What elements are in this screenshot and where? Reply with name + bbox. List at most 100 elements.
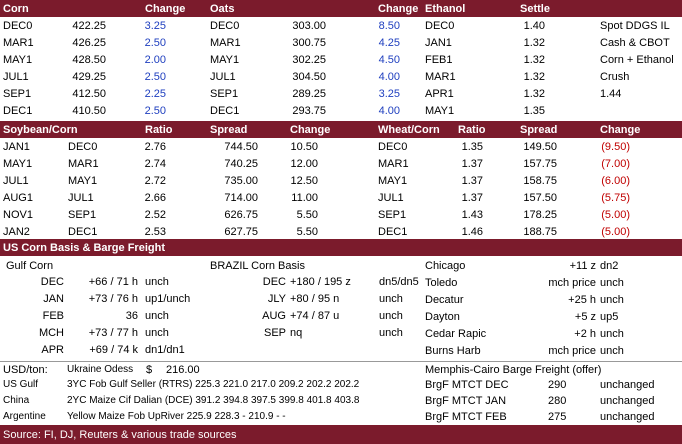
interior-location: Dayton — [425, 311, 460, 323]
interior-change: unch — [600, 277, 624, 289]
s1-cell: 289.25 — [292, 88, 326, 100]
brazil-basis: +80 / 95 n — [290, 293, 340, 305]
gulf-change: unch — [145, 327, 169, 339]
s2-cell: 11.00 — [291, 192, 318, 204]
s1-cell: MAR1 — [210, 37, 241, 49]
s2-cell: MAY1 — [378, 175, 408, 187]
s1-cell: Spot DDGS IL — [600, 20, 670, 32]
s2-cell: 1.37 — [461, 175, 483, 187]
interior-change: dn2 — [600, 260, 619, 272]
s1-cell: DEC1 — [3, 105, 33, 117]
brazil-month: SEP — [263, 327, 286, 339]
memphis-title: Memphis-Cairo Barge Freight (offer) — [425, 364, 602, 376]
s1-cell: 428.50 — [72, 54, 106, 66]
s2-cell: 2.53 — [144, 226, 166, 238]
hdr-settle: Settle — [520, 3, 550, 15]
interior-location: Decatur — [425, 294, 464, 306]
s1-cell: MAY1 — [210, 54, 240, 66]
gulf-basis: +73 / 77 h — [88, 327, 138, 339]
s2-cell: 740.25 — [224, 158, 258, 170]
s1-cell: 1.32 — [523, 88, 545, 100]
s2-cell: (9.50) — [601, 141, 630, 153]
s2-cell: 1.37 — [461, 192, 483, 204]
s2-cell: 1.37 — [461, 158, 483, 170]
s1-cell: DEC0 — [3, 20, 33, 32]
s2-cell: MAY1 — [68, 175, 98, 187]
gulf-month: FEB — [42, 310, 64, 322]
brazil-month: JLY — [267, 293, 286, 305]
s1-cell: 1.32 — [523, 71, 545, 83]
usd-ton-label: USD/ton: — [3, 364, 48, 376]
s1-cell: 3.25 — [378, 88, 400, 100]
barge-value: 290 — [548, 379, 567, 391]
s2-cell: JAN1 — [3, 141, 30, 153]
s2-cell: 158.75 — [523, 175, 557, 187]
barge-label: BrgF MTCT DEC — [425, 379, 509, 391]
brazil-basis: +74 / 87 u — [290, 310, 340, 322]
brazil-change: dn5/dn5 — [379, 276, 419, 288]
s1-cell: 2.00 — [144, 54, 166, 66]
s1-cell: 2.50 — [144, 37, 166, 49]
source-footer: Source: FI, DJ, Reuters & various trade … — [0, 425, 682, 444]
hdr-oats-change: Change — [378, 3, 419, 15]
s1-cell: 4.00 — [378, 71, 400, 83]
s2-cell: 2.72 — [144, 175, 166, 187]
s1-cell: MAY1 — [425, 105, 455, 117]
barge-change: unchanged — [600, 411, 655, 423]
interior-basis: +25 h — [568, 294, 596, 306]
s2-cell: JUL1 — [68, 192, 94, 204]
s1-cell: JUL1 — [210, 71, 236, 83]
interior-change: unch — [600, 294, 624, 306]
s1-cell: FEB1 — [425, 54, 453, 66]
barge-value: 280 — [548, 395, 567, 407]
s1-cell: 4.50 — [378, 54, 400, 66]
s2-cell: 188.75 — [523, 226, 557, 238]
s2-cell: DEC1 — [68, 226, 98, 238]
brazil-change: unch — [379, 327, 403, 339]
s2-cell: 714.00 — [224, 192, 258, 204]
brazil-title: BRAZIL Corn Basis — [210, 260, 305, 272]
s1-cell: 302.25 — [292, 54, 326, 66]
hdr-soy-ratio: Ratio — [145, 124, 173, 136]
s1-cell: 412.50 — [72, 88, 106, 100]
brazil-month: AUG — [262, 310, 286, 322]
s2-cell: 12.00 — [290, 158, 318, 170]
hdr-ethanol: Ethanol — [425, 3, 466, 15]
s2-cell: 1.43 — [461, 209, 483, 221]
brazil-basis: +180 / 195 z — [290, 276, 351, 288]
gulf-month: APR — [41, 344, 64, 356]
s1-cell: 1.44 — [600, 88, 622, 100]
fob-quote: 3YC Fob Gulf Seller (RTRS) 225.3 221.0 2… — [67, 379, 360, 390]
barge-change: unchanged — [600, 395, 655, 407]
s1-cell: Cash & CBOT — [600, 37, 670, 49]
hdr-wheat-spread: Spread — [520, 124, 558, 136]
interior-basis: mch price — [548, 345, 596, 357]
gulf-change: unch — [145, 310, 169, 322]
s1-cell: 3.25 — [144, 20, 166, 32]
hdr-wheat-change: Change — [600, 124, 641, 136]
s2-cell: 5.50 — [296, 226, 318, 238]
s1-cell: 8.50 — [378, 20, 400, 32]
s1-cell: MAR1 — [425, 71, 456, 83]
s1-cell: MAY1 — [3, 54, 33, 66]
gulf-change: up1/unch — [145, 293, 191, 305]
s2-cell: 1.35 — [461, 141, 483, 153]
interior-change: unch — [600, 328, 624, 340]
hdr-wheat-ratio: Ratio — [458, 124, 486, 136]
section2-header: Soybean/Corn Ratio Spread Change Wheat/C… — [0, 121, 682, 138]
s2-cell: NOV1 — [3, 209, 33, 221]
interior-basis: mch price — [548, 277, 596, 289]
s1-cell: 426.25 — [72, 37, 106, 49]
s2-cell: 2.52 — [144, 209, 166, 221]
gulf-month: DEC — [40, 276, 64, 288]
s2-cell: 2.66 — [144, 192, 166, 204]
s1-cell: 1.32 — [523, 37, 545, 49]
s2-cell: 735.00 — [224, 175, 258, 187]
s2-cell: AUG1 — [3, 192, 33, 204]
s1-cell: 1.40 — [523, 20, 545, 32]
interior-location: Toledo — [425, 277, 458, 289]
fob-origin: Argentine — [3, 411, 46, 422]
s1-cell: 4.25 — [378, 37, 400, 49]
interior-change: unch — [600, 345, 624, 357]
ukraine-currency: $ — [146, 364, 153, 376]
